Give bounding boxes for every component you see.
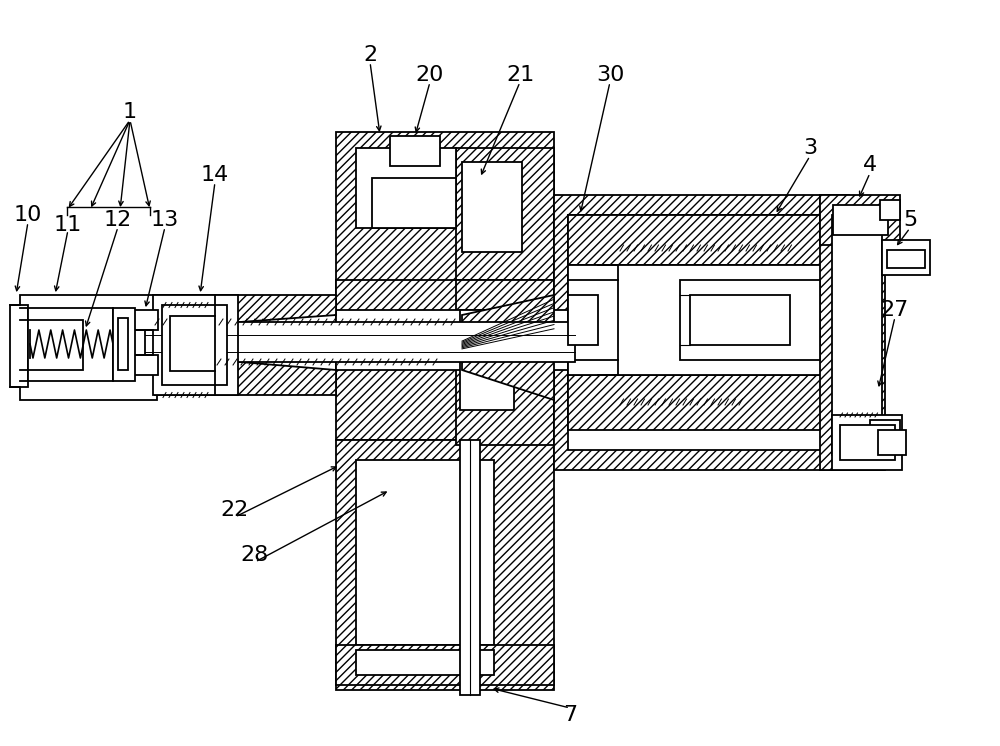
Bar: [832, 215, 882, 455]
Polygon shape: [155, 362, 336, 395]
Bar: [28, 320, 83, 370]
Polygon shape: [462, 295, 554, 340]
Bar: [10, 305, 28, 387]
Bar: [113, 308, 135, 381]
Text: 12: 12: [104, 210, 132, 230]
Bar: [356, 650, 494, 675]
Bar: [878, 430, 906, 455]
Bar: [887, 250, 925, 268]
Bar: [170, 316, 215, 371]
Polygon shape: [155, 295, 336, 322]
Text: 2: 2: [363, 45, 377, 65]
Bar: [356, 148, 456, 228]
Text: 27: 27: [881, 300, 909, 320]
Text: 4: 4: [863, 155, 877, 175]
Text: 21: 21: [506, 65, 534, 85]
Bar: [481, 280, 596, 440]
Bar: [336, 440, 554, 690]
Bar: [460, 440, 480, 695]
Bar: [462, 162, 522, 252]
Text: 22: 22: [221, 500, 249, 520]
Text: 20: 20: [416, 65, 444, 85]
Bar: [568, 375, 833, 430]
Bar: [840, 425, 895, 460]
Bar: [162, 305, 227, 385]
Bar: [870, 420, 900, 445]
Bar: [145, 322, 575, 362]
Bar: [372, 178, 456, 228]
Bar: [832, 415, 902, 470]
Bar: [568, 215, 833, 450]
Bar: [882, 240, 930, 275]
Bar: [356, 460, 494, 645]
Bar: [568, 265, 833, 375]
Text: 28: 28: [241, 545, 269, 565]
Polygon shape: [462, 350, 554, 400]
Bar: [568, 280, 618, 360]
Bar: [554, 195, 849, 470]
Bar: [20, 295, 157, 400]
Bar: [118, 318, 128, 370]
Bar: [336, 645, 554, 685]
Text: 11: 11: [54, 215, 82, 235]
Bar: [28, 308, 113, 381]
Bar: [690, 295, 790, 345]
Bar: [153, 295, 238, 395]
Bar: [460, 310, 514, 410]
Bar: [820, 200, 885, 470]
Text: 30: 30: [596, 65, 624, 85]
Bar: [456, 280, 554, 445]
Bar: [880, 200, 900, 220]
Bar: [336, 280, 481, 440]
Text: 13: 13: [151, 210, 179, 230]
Text: 7: 7: [563, 705, 577, 725]
Bar: [390, 136, 440, 166]
Bar: [130, 310, 158, 330]
Text: 5: 5: [903, 210, 917, 230]
Bar: [833, 205, 888, 235]
Text: 1: 1: [123, 102, 137, 122]
Bar: [820, 195, 900, 245]
Bar: [336, 132, 554, 297]
Bar: [456, 148, 554, 283]
Text: 10: 10: [14, 205, 42, 225]
Bar: [336, 310, 596, 370]
Bar: [130, 355, 158, 375]
Text: 14: 14: [201, 165, 229, 185]
Text: 3: 3: [803, 138, 817, 158]
Bar: [680, 280, 820, 360]
Bar: [568, 215, 833, 265]
Bar: [568, 295, 598, 345]
